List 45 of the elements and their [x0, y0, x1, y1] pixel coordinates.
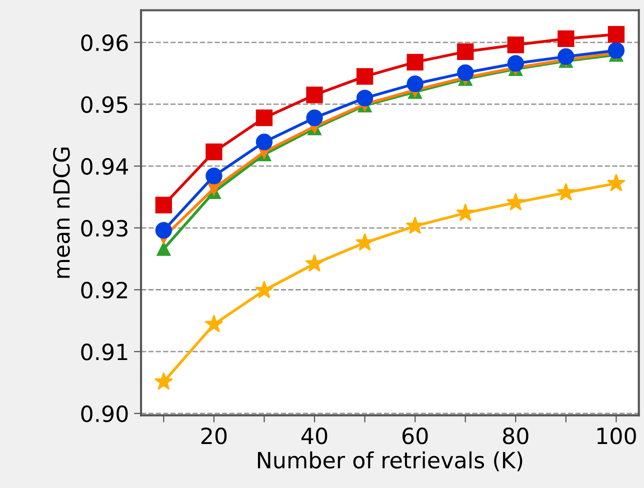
y-tick-label: 0.96 [81, 34, 128, 52]
x-tick-label: 80 [503, 427, 528, 444]
point [306, 86, 323, 104]
point [606, 174, 626, 192]
point [356, 233, 374, 251]
point [457, 64, 474, 82]
y-tick-label: 0.94 [81, 158, 128, 175]
point [154, 372, 173, 390]
point [356, 68, 374, 85]
point [356, 90, 374, 106]
point [558, 30, 574, 48]
point [406, 216, 424, 234]
point [206, 168, 222, 184]
y-tick-label: 0.92 [81, 282, 128, 299]
point [456, 203, 475, 222]
point [556, 182, 576, 201]
y-tick-label: 0.91 [81, 344, 128, 360]
x-tick-label: 60 [402, 427, 428, 444]
point [155, 196, 172, 214]
point [156, 242, 171, 256]
point [608, 42, 625, 59]
x-axis-title: Number of retrievals (K) [258, 451, 522, 472]
point [507, 55, 524, 72]
point [204, 314, 224, 332]
y-tick-label: 0.95 [81, 96, 128, 113]
point [558, 48, 574, 65]
point [457, 43, 474, 60]
point [507, 36, 524, 54]
point [254, 280, 274, 298]
point [306, 110, 323, 126]
point [406, 54, 424, 71]
x-tick-label: 100 [597, 427, 636, 444]
y-tick-label: 0.93 [81, 220, 128, 237]
point [506, 192, 525, 211]
point [305, 254, 324, 272]
y-axis-title: mean nDCG [53, 148, 70, 278]
point [406, 76, 424, 92]
x-tick-label: 20 [201, 427, 227, 444]
y-tick-label: 0.90 [81, 405, 128, 422]
point [206, 144, 222, 160]
point [256, 110, 273, 126]
point [256, 134, 273, 150]
point [608, 26, 625, 43]
x-tick-label: 40 [301, 427, 328, 444]
point [155, 222, 172, 239]
